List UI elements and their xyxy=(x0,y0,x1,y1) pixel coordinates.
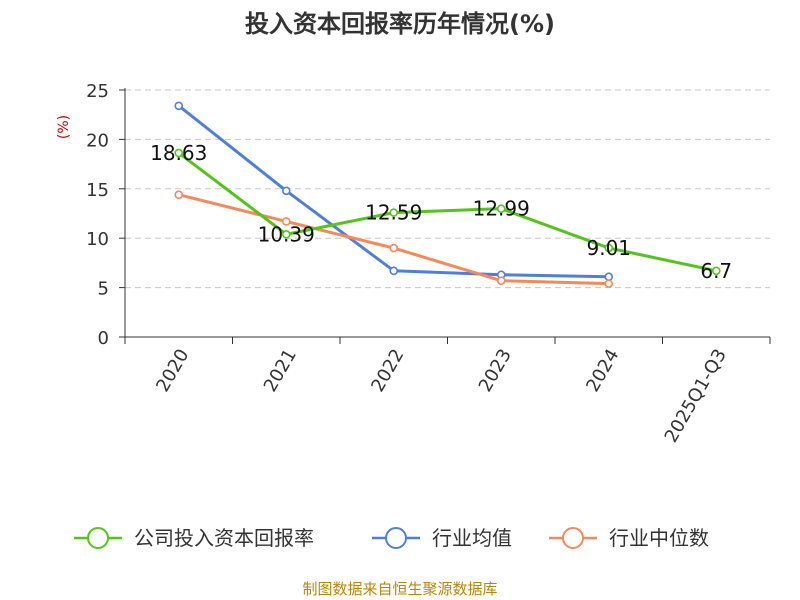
data-point xyxy=(389,208,399,217)
data-point xyxy=(281,217,291,226)
chart-title: 投入资本回报率历年情况(%) xyxy=(245,10,555,38)
data-point xyxy=(281,186,291,196)
y-tick-label: 0 xyxy=(98,328,109,349)
y-tick-label: 5 xyxy=(98,279,109,300)
data-point xyxy=(604,243,614,253)
legend-label: 行业中位数 xyxy=(609,526,709,550)
gridlines xyxy=(125,89,770,289)
data-labels: 18.63 10.39 12.59 12.99 9.01 6.7 xyxy=(150,141,732,283)
data-label: 10.39 xyxy=(258,222,315,246)
y-tick-label: 25 xyxy=(86,81,109,102)
x-tick-label: 2025Q1-Q3 xyxy=(661,346,731,447)
data-label: 12.99 xyxy=(473,197,530,221)
data-point xyxy=(496,204,506,213)
x-tick-label: 2020 xyxy=(152,346,193,396)
legend-label: 公司投入资本回报率 xyxy=(134,526,314,550)
legend: 公司投入资本回报率 行业均值 行业中位数 xyxy=(74,526,709,550)
data-point xyxy=(174,101,184,111)
data-point xyxy=(711,266,721,276)
data-points xyxy=(174,101,721,288)
y-tick-label: 15 xyxy=(86,180,109,201)
series-line-0 xyxy=(177,151,717,273)
data-point xyxy=(174,190,184,200)
y-axis-label: (%) xyxy=(56,115,72,139)
data-label: 12.59 xyxy=(365,201,422,225)
axes: 0 5 10 15 20 25 2020 2021 2022 2023 2024 2025Q1-Q3 xyxy=(86,81,771,447)
x-tick-label: 2024 xyxy=(582,346,623,396)
data-point xyxy=(389,243,399,253)
data-point xyxy=(496,276,506,285)
legend-marker xyxy=(87,527,109,549)
data-point xyxy=(174,148,184,158)
y-tick-label: 10 xyxy=(86,229,109,250)
x-tick-label: 2022 xyxy=(367,346,408,396)
legend-marker xyxy=(562,527,584,549)
y-tick-label: 20 xyxy=(86,130,109,151)
data-label: 6.7 xyxy=(700,259,732,283)
data-label: 9.01 xyxy=(586,236,631,260)
data-source-note: 制图数据来自恒生聚源数据库 xyxy=(302,580,497,598)
data-label: 18.63 xyxy=(150,141,207,165)
legend-label: 行业均值 xyxy=(432,526,512,550)
data-point xyxy=(281,230,291,239)
data-point xyxy=(604,279,614,288)
legend-marker xyxy=(385,527,407,549)
x-tick-label: 2021 xyxy=(260,346,301,396)
data-point xyxy=(389,266,399,276)
data-point xyxy=(604,272,614,282)
series-lines xyxy=(177,104,717,286)
x-tick-label: 2023 xyxy=(475,346,516,396)
